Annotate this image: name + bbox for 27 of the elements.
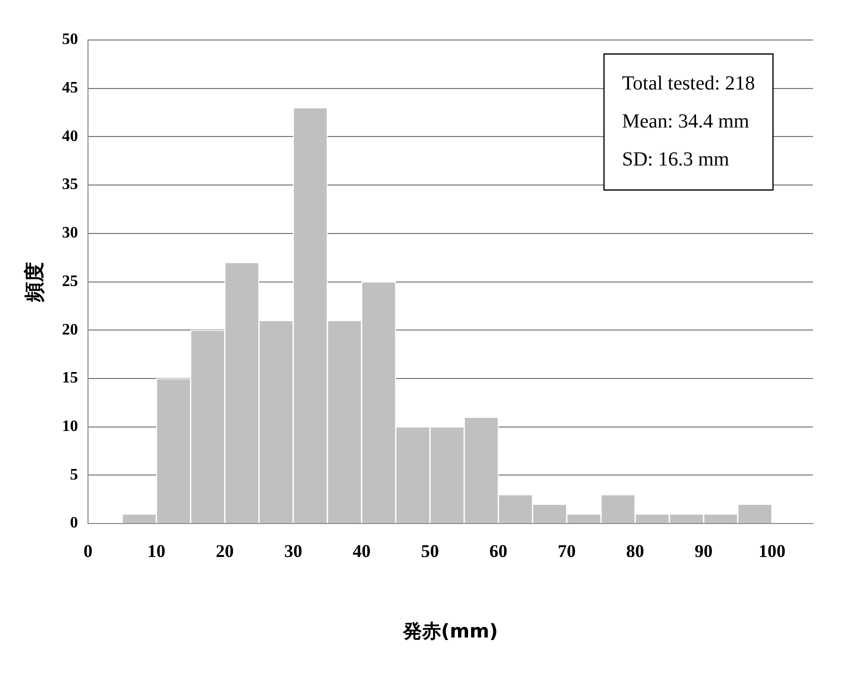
y-tick-label: 0 [70, 514, 78, 532]
x-tick-label: 0 [84, 541, 92, 562]
y-axis-title: 頻度 [22, 262, 46, 303]
x-tick-label: 40 [352, 541, 371, 562]
x-tick-label: 10 [147, 541, 166, 562]
y-tick-label: 15 [62, 370, 78, 387]
y-tick-label: 40 [62, 128, 78, 145]
x-axis-title: 発赤(mm) [402, 620, 498, 643]
y-tick-label: 20 [62, 321, 78, 338]
x-tick-label: 50 [420, 541, 439, 562]
annotation: SD: 16.3 mm [622, 148, 730, 170]
y-tick-label: 30 [62, 224, 78, 242]
x-tick-label: 70 [558, 541, 576, 562]
y-tick-label: 50 [62, 31, 78, 48]
x-tick-label: 100 [758, 541, 786, 562]
x-tick-label: 30 [284, 541, 302, 562]
y-tick-label: 10 [62, 418, 78, 436]
y-tick-label: 35 [62, 176, 78, 194]
x-tick-label: 90 [694, 541, 713, 562]
x-tick-label: 60 [489, 541, 508, 562]
annotation: Mean: 34.4 mm [622, 110, 750, 132]
y-tick-label: 25 [62, 272, 78, 290]
x-tick-label: 80 [626, 541, 644, 562]
annotation: Total tested: 218 [622, 72, 756, 94]
y-tick-label: 45 [62, 80, 78, 96]
x-tick-label: 20 [216, 541, 234, 562]
y-tick-label: 5 [70, 466, 78, 484]
